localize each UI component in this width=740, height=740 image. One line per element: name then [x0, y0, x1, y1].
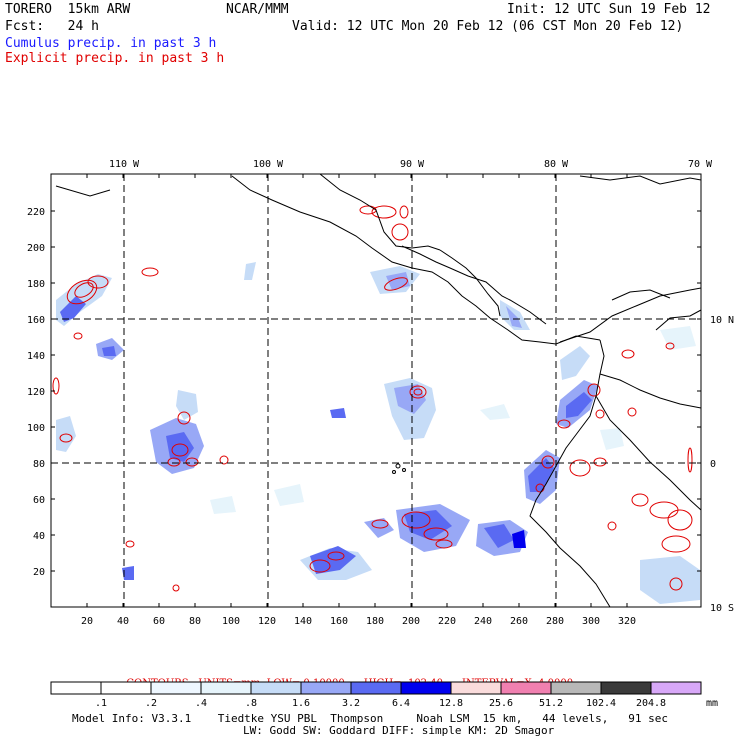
x-tick-label: 160 — [330, 616, 348, 627]
y-tick-label: 40 — [33, 531, 45, 542]
colorbar-label: .1 — [95, 698, 107, 709]
graticule — [51, 174, 701, 607]
lat-labels: 10 N 0 10 S — [710, 315, 734, 614]
colorbar-swatch — [650, 681, 702, 695]
model-info: Model Info: V3.3.1 Tiedtke YSU PBL Thomp… — [72, 712, 669, 725]
lon-label-90w: 90 W — [400, 159, 425, 170]
field-explicit-label: Explicit precip. in past 3 h — [5, 51, 225, 66]
lat-label-10n: 10 N — [710, 315, 734, 326]
colorbar-swatch — [450, 681, 502, 695]
x-tick-label: 280 — [546, 616, 564, 627]
y-tick-label: 120 — [27, 387, 45, 398]
x-tick-label: 120 — [258, 616, 276, 627]
x-tick-label: 20 — [81, 616, 93, 627]
lon-label-80w: 80 W — [544, 159, 569, 170]
x-tick-label: 100 — [222, 616, 240, 627]
field-cumulus-label: Cumulus precip. in past 3 h — [5, 36, 217, 51]
colorbar: .1.2.4.8 1.6 3.2 6.4 12.8 25.6 51.2 102.4 204.8 … — [50, 681, 718, 709]
x-tick-label: 80 — [189, 616, 201, 627]
lat-label-0: 0 — [710, 459, 716, 470]
lon-labels: 110 W 100 W 90 W 80 W 70 W — [109, 159, 713, 170]
lat-label-10s: 10 S — [710, 603, 734, 614]
colorbar-label: .2 — [145, 698, 157, 709]
y-tick-label: 160 — [27, 315, 45, 326]
y-tick-label: 140 — [27, 351, 45, 362]
axis-ticks: 20 40 60 80 100 120 140 160 180 200 220 240 260 280 30… — [27, 174, 701, 627]
colorbar-label: 204.8 — [636, 698, 666, 709]
colorbar-swatch — [550, 681, 602, 695]
colorbar-swatch — [300, 681, 352, 695]
x-tick-label: 320 — [618, 616, 636, 627]
model-title: TORERO 15km ARW — [5, 2, 131, 17]
colorbar-label: 25.6 — [489, 698, 513, 709]
forecast-hour: Fcst: 24 h — [5, 19, 99, 34]
colorbar-swatch — [100, 681, 152, 695]
y-tick-label: 200 — [27, 243, 45, 254]
y-tick-label: 20 — [33, 567, 45, 578]
x-tick-label: 40 — [117, 616, 129, 627]
y-tick-label: 80 — [33, 459, 45, 470]
lon-label-100w: 100 W — [253, 159, 284, 170]
y-tick-label: 60 — [33, 495, 45, 506]
colorbar-label: 6.4 — [392, 698, 410, 709]
colorbar-label: 102.4 — [586, 698, 616, 709]
lon-label-70w: 70 W — [688, 159, 713, 170]
valid-time: Valid: 12 UTC Mon 20 Feb 12 (06 CST Mon … — [292, 19, 684, 34]
x-tick-label: 200 — [402, 616, 420, 627]
colorbar-swatch — [150, 681, 202, 695]
y-tick-label: 180 — [27, 279, 45, 290]
x-tick-label: 260 — [510, 616, 528, 627]
x-tick-label: 240 — [474, 616, 492, 627]
colorbar-swatch — [400, 681, 452, 695]
colorbar-label: 3.2 — [342, 698, 360, 709]
coastlines — [55, 173, 702, 608]
y-tick-label: 220 — [27, 207, 45, 218]
colorbar-swatch — [50, 681, 102, 695]
x-tick-label: 300 — [582, 616, 600, 627]
colorbar-swatch — [350, 681, 402, 695]
init-time: Init: 12 UTC Sun 19 Feb 12 — [507, 2, 711, 17]
cumulus-precip-shading — [56, 262, 700, 604]
x-tick-label: 60 — [153, 616, 165, 627]
org-label: NCAR/MMM — [226, 2, 289, 17]
colorbar-label: 1.6 — [292, 698, 310, 709]
colorbar-label: 12.8 — [439, 698, 463, 709]
colorbar-label: .8 — [245, 698, 257, 709]
x-tick-label: 220 — [438, 616, 456, 627]
colorbar-swatch — [600, 681, 652, 695]
colorbar-unit: mm — [706, 698, 718, 709]
explicit-precip-contours — [52, 205, 693, 592]
colorbar-swatch — [250, 681, 302, 695]
y-tick-label: 100 — [27, 423, 45, 434]
physics-info: LW: Godd SW: Goddard DIFF: simple KM: 2D… — [243, 724, 555, 737]
colorbar-swatch — [500, 681, 552, 695]
colorbar-label: .4 — [195, 698, 207, 709]
x-tick-label: 180 — [366, 616, 384, 627]
colorbar-swatch — [200, 681, 252, 695]
lon-label-110w: 110 W — [109, 159, 140, 170]
colorbar-label: 51.2 — [539, 698, 563, 709]
map-frame — [50, 173, 702, 608]
x-tick-label: 140 — [294, 616, 312, 627]
